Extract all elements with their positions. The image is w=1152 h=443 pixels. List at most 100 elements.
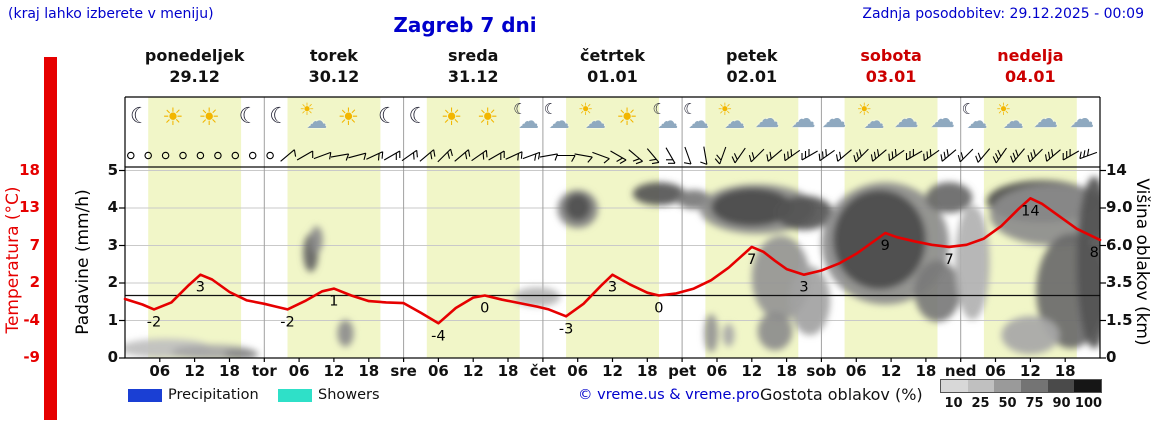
svg-text:7: 7 — [944, 252, 953, 268]
copyright-link[interactable]: © vreme.us & vreme.pro — [578, 387, 760, 403]
moon-icon: ☾ — [652, 100, 666, 118]
svg-text:7: 7 — [747, 252, 756, 268]
sun-icon: ☀ — [995, 100, 1012, 120]
density-tick-label: 25 — [971, 396, 990, 411]
day-date: 02.01 — [726, 67, 778, 86]
cloud-icon: ☁ — [1033, 104, 1059, 133]
weather-icon-cloud: ☁ — [1030, 102, 1064, 136]
density-tick-label: 10 — [944, 396, 963, 411]
cloud-icon: ☁ — [930, 104, 955, 133]
cloud-density-scale — [940, 379, 1102, 393]
cloud-icon: ☁ — [657, 109, 679, 133]
temp-tick-label: -4 — [23, 310, 40, 329]
moon-icon: ☾ — [269, 104, 289, 129]
moon-icon: ☾ — [408, 104, 429, 129]
svg-text:-2: -2 — [147, 314, 161, 330]
weather-icon-moon: ☾ — [122, 102, 156, 136]
svg-text:3: 3 — [799, 280, 808, 296]
x-tick-label: 12 — [741, 362, 763, 380]
temp-tick-label: 2 — [29, 273, 40, 291]
x-tick-label: sob — [806, 362, 837, 380]
x-tick-label: 18 — [358, 362, 380, 380]
weather-icon-moon: ☾ — [261, 102, 295, 136]
x-tick-label: pet — [668, 362, 697, 380]
cloud-icon: ☁ — [724, 109, 746, 133]
x-tick-label: 06 — [288, 362, 310, 380]
day-date: 30.12 — [308, 67, 360, 86]
temperature-scale-bar — [44, 57, 57, 420]
svg-text:3: 3 — [608, 280, 617, 296]
weather-icon-moon: ☾ — [401, 102, 435, 136]
x-tick-label: 18 — [1054, 362, 1076, 380]
moon-icon: ☾ — [683, 100, 697, 118]
weather-icon-sun: ☀ — [612, 102, 646, 136]
weather-icon-moon-cloud: ☾ ☁ — [509, 102, 543, 136]
cloud-height-tick-label: 1.5 — [1106, 310, 1133, 329]
weather-icon-sun: ☀ — [437, 102, 471, 136]
weather-icon-sun: ☀ — [158, 102, 192, 136]
moon-icon: ☾ — [377, 104, 398, 129]
cloud-height-tick-label: 0 — [1106, 348, 1117, 366]
cloud-icon: ☁ — [1002, 109, 1024, 133]
moon-icon: ☾ — [961, 100, 976, 118]
precip-tick-label: 5 — [107, 160, 118, 179]
x-tick-label: 18 — [915, 362, 937, 380]
x-tick-label: 12 — [602, 362, 623, 380]
density-tick-label: 50 — [998, 396, 1017, 411]
cloud-icon: ☁ — [688, 109, 710, 133]
x-tick-label: 18 — [636, 362, 658, 380]
day-name: četrtek — [579, 46, 645, 65]
density-swatch — [1074, 380, 1102, 392]
weather-icon-sun-cloud: ☀ ☁ — [855, 102, 889, 136]
weather-icon-sun-cloud: ☀ ☁ — [576, 102, 610, 136]
svg-text:9: 9 — [881, 238, 890, 254]
weather-icon-cloud: ☁ — [891, 102, 925, 136]
density-swatch — [1047, 380, 1075, 392]
day-name: ponedeljek — [144, 46, 245, 65]
weather-icon-cloud: ☁ — [788, 102, 822, 136]
cloud-height-tick-label: 3.5 — [1106, 273, 1133, 291]
x-tick-label: 06 — [985, 362, 1006, 380]
moon-icon: ☾ — [238, 104, 259, 129]
day-name: nedelja — [997, 46, 1064, 65]
day-name: petek — [726, 46, 778, 65]
x-tick-label: 06 — [567, 362, 589, 380]
weather-icon-moon: ☾ — [370, 102, 404, 136]
svg-text:-3: -3 — [559, 321, 573, 337]
cloud-icon: ☁ — [585, 109, 606, 133]
x-tick-label: sre — [390, 362, 417, 380]
plot-frame — [119, 96, 1106, 362]
showers-swatch — [278, 389, 312, 402]
moon-icon: ☾ — [129, 104, 150, 129]
svg-text:0: 0 — [654, 301, 663, 317]
sun-icon: ☀ — [337, 103, 360, 131]
weather-icon-moon-cloud: ☾ ☁ — [648, 102, 682, 136]
cloud-icon: ☁ — [306, 109, 328, 133]
svg-text:-2: -2 — [280, 314, 294, 330]
cloud-icon: ☁ — [1069, 104, 1095, 133]
temp-tick-label: -9 — [23, 348, 40, 366]
weather-icon-sun: ☀ — [334, 102, 368, 136]
day-name: torek — [309, 46, 358, 65]
day-date: 31.12 — [447, 67, 499, 86]
x-tick-label: 06 — [149, 362, 171, 380]
x-tick-label: tor — [251, 362, 277, 380]
svg-text:0: 0 — [480, 301, 489, 317]
weather-icon-cloud: ☁ — [752, 102, 786, 136]
x-tick-label: 18 — [497, 362, 519, 380]
density-swatch — [941, 380, 968, 392]
weather-icon-cloud: ☁ — [927, 102, 961, 136]
cloud-icon: ☁ — [754, 104, 780, 133]
x-tick-label: 12 — [323, 362, 345, 380]
showers-legend-label: Showers — [318, 387, 380, 403]
moon-icon: ☾ — [513, 100, 527, 118]
weather-icon-moon-cloud: ☾ ☁ — [679, 102, 713, 136]
day-separators — [263, 97, 962, 358]
svg-text:1: 1 — [329, 294, 338, 310]
weather-icon-moon-cloud: ☾ ☁ — [540, 102, 574, 136]
sun-icon: ☀ — [198, 103, 220, 131]
temperature-line — [123, 197, 1102, 325]
weather-icon-moon: ☾ — [231, 102, 265, 136]
cloud-icon: ☁ — [966, 109, 988, 133]
